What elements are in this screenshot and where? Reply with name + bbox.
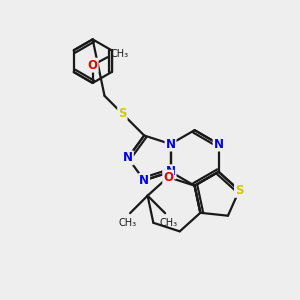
Text: N: N [166,165,176,178]
Text: O: O [163,171,173,184]
Text: N: N [123,152,133,164]
Text: N: N [214,138,224,151]
Text: CH₃: CH₃ [118,218,136,228]
Text: S: S [235,184,244,197]
Text: O: O [88,58,98,72]
Text: CH₃: CH₃ [110,49,129,59]
Text: S: S [118,107,127,120]
Text: CH₃: CH₃ [159,218,177,228]
Text: N: N [139,174,149,187]
Text: N: N [166,138,176,151]
